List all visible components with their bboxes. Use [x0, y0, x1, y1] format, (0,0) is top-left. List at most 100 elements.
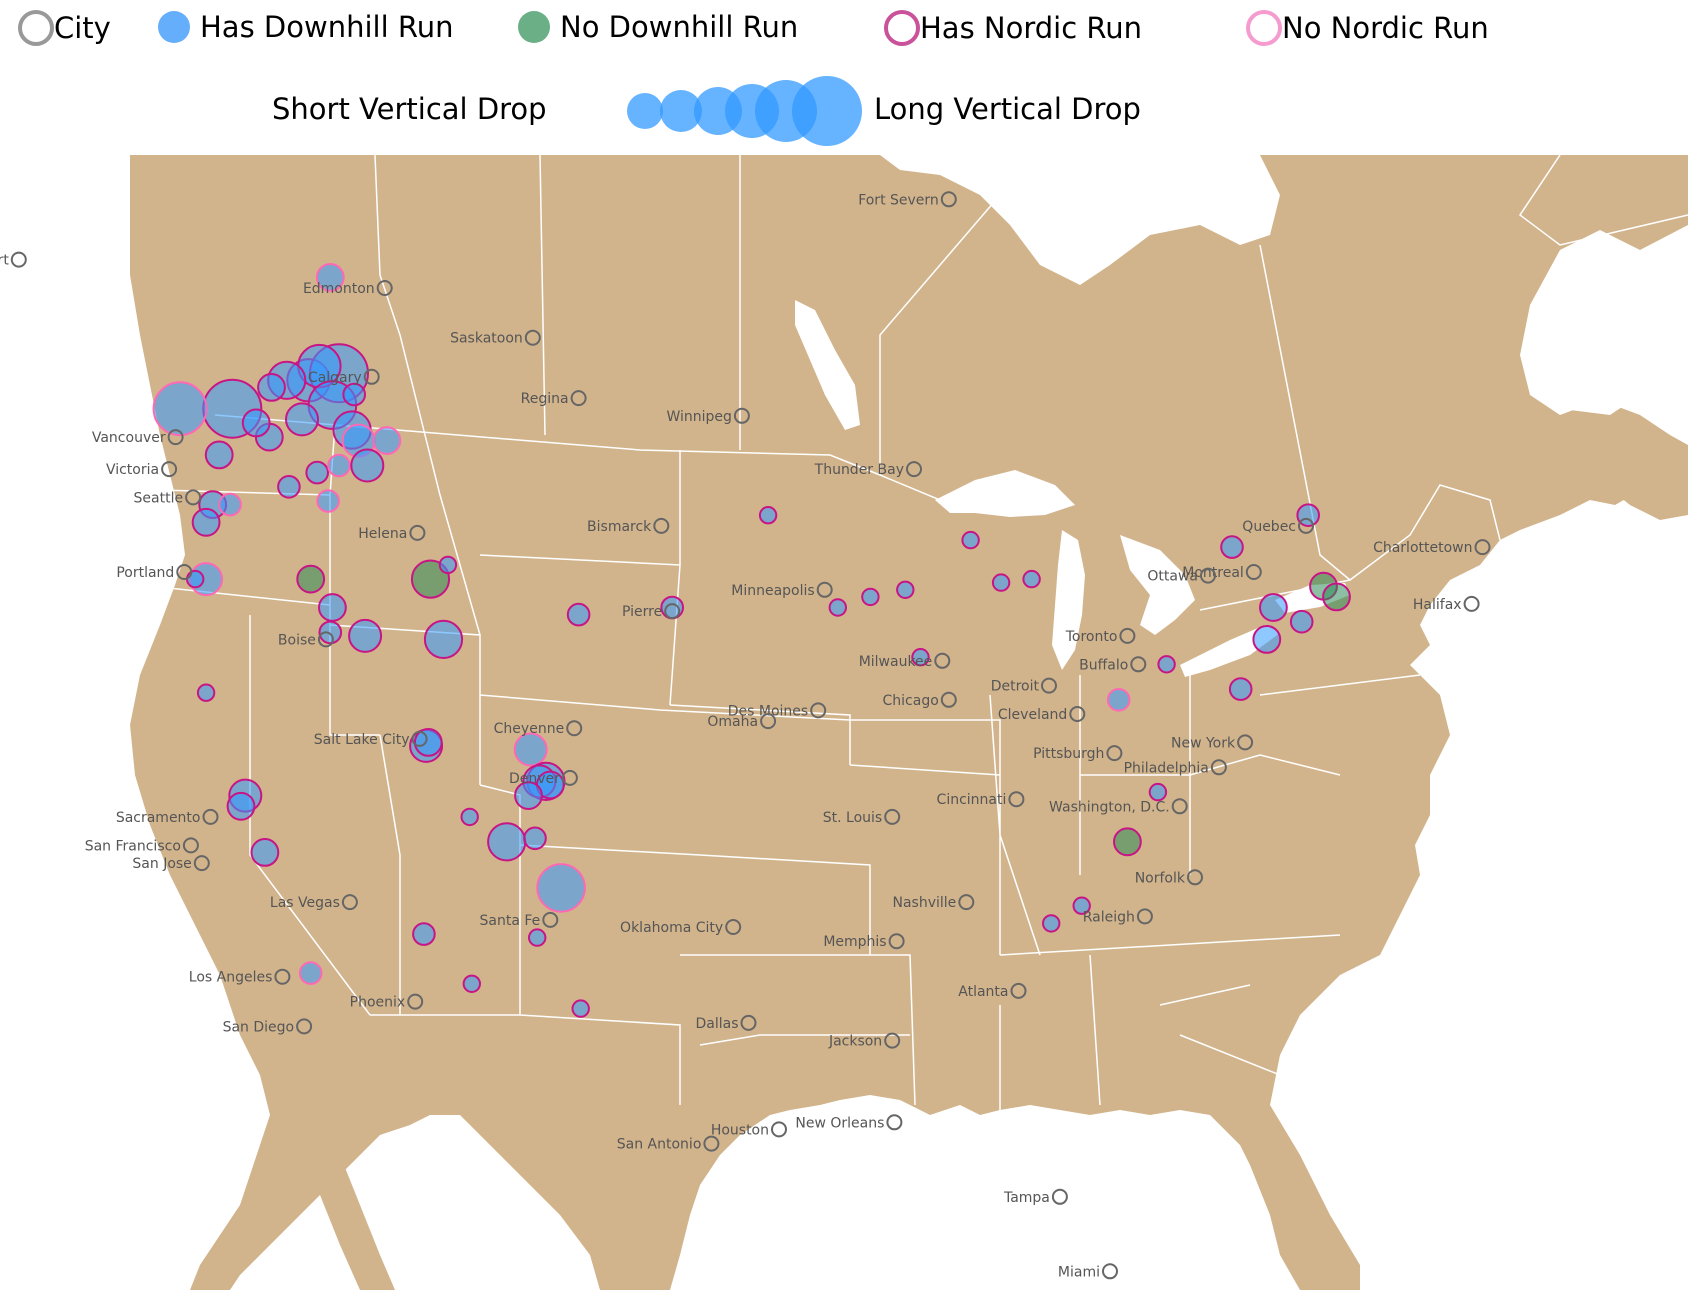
city-marker[interactable]: Edmonton — [303, 280, 393, 297]
city-marker[interactable]: Pierre — [622, 603, 681, 620]
resort-marker[interactable] — [316, 489, 340, 513]
city-marker[interactable]: Regina — [521, 390, 587, 407]
city-marker[interactable]: San Diego — [223, 1018, 313, 1035]
resort-marker[interactable] — [1259, 593, 1288, 622]
resort-marker[interactable] — [828, 598, 847, 617]
resort-marker[interactable] — [566, 602, 591, 627]
resort-marker[interactable] — [1289, 609, 1314, 634]
city-marker[interactable]: Tampa — [1003, 1188, 1068, 1206]
resort-marker[interactable] — [896, 580, 915, 599]
city-marker[interactable]: Seattle — [134, 489, 202, 506]
city-marker[interactable]: Phoenix — [350, 993, 424, 1011]
resort-marker[interactable] — [410, 559, 451, 599]
city-marker[interactable]: Charlottetown — [1373, 539, 1491, 556]
legend-item-has-downhill[interactable]: Has Downhill Run — [158, 10, 453, 44]
city-marker[interactable]: Dallas — [695, 1014, 757, 1032]
city-marker[interactable]: Victoria — [106, 461, 178, 478]
city-marker[interactable]: Helena — [358, 524, 426, 542]
resort-marker[interactable] — [487, 822, 527, 862]
city-marker[interactable]: Pittsburgh — [1033, 745, 1123, 762]
resort-marker[interactable] — [318, 593, 347, 622]
resort-marker[interactable] — [186, 569, 205, 589]
city-marker[interactable]: Saskatoon — [450, 329, 541, 347]
resort-marker[interactable] — [1072, 896, 1091, 915]
resort-marker[interactable] — [241, 408, 271, 438]
resort-marker[interactable] — [1106, 688, 1131, 712]
resort-marker[interactable] — [961, 530, 980, 550]
resort-marker[interactable] — [152, 381, 208, 437]
resort-marker[interactable] — [1042, 914, 1061, 933]
city-marker[interactable]: Raleigh — [1083, 908, 1153, 925]
resort-marker[interactable] — [348, 618, 383, 653]
resort-marker[interactable] — [528, 928, 547, 947]
resort-marker[interactable] — [991, 573, 1011, 592]
resort-marker[interactable] — [298, 961, 323, 985]
resort-marker[interactable] — [523, 826, 547, 851]
city-marker[interactable]: Las Vegas — [270, 894, 358, 911]
city-marker[interactable]: Omaha — [707, 713, 777, 730]
city-marker[interactable]: New Orleans — [795, 1114, 903, 1131]
resort-marker[interactable] — [438, 555, 458, 575]
resort-marker[interactable] — [1113, 827, 1142, 857]
resort-marker[interactable] — [372, 426, 402, 456]
city-marker[interactable]: Denver — [509, 769, 578, 787]
resort-marker[interactable] — [861, 587, 880, 607]
resort-marker[interactable] — [660, 595, 685, 620]
city-marker[interactable]: Vancouver — [92, 429, 184, 446]
city-marker[interactable]: Bismarck — [587, 517, 670, 535]
resort-marker[interactable] — [462, 974, 481, 993]
city-marker[interactable]: Sacramento — [116, 808, 219, 826]
resort-marker[interactable] — [1252, 625, 1282, 654]
city-marker[interactable]: San Antonio — [617, 1135, 720, 1153]
map[interactable]: Prince RupertChurchillFort SevernEdmonto… — [0, 155, 1688, 1290]
resort-marker[interactable] — [1220, 535, 1244, 559]
city-marker[interactable]: San Jose — [132, 855, 210, 872]
city-marker[interactable]: San Francisco — [85, 837, 199, 854]
resort-marker[interactable] — [413, 728, 443, 757]
resort-marker[interactable] — [514, 781, 543, 810]
city-marker[interactable]: Detroit — [991, 677, 1057, 695]
resort-marker[interactable] — [277, 475, 301, 499]
city-marker[interactable]: Fort Severn — [858, 191, 957, 208]
legend-item-no-downhill[interactable]: No Downhill Run — [518, 10, 798, 44]
resort-marker[interactable] — [1157, 655, 1176, 674]
resort-marker[interactable] — [296, 564, 326, 594]
resort-marker[interactable] — [1322, 582, 1351, 612]
resort-marker[interactable] — [204, 440, 234, 470]
city-marker[interactable]: Cleveland — [998, 706, 1086, 723]
city-marker[interactable]: Salt Lake City — [314, 730, 428, 748]
city-marker[interactable]: Buffalo — [1079, 656, 1147, 673]
resort-marker[interactable] — [342, 382, 367, 407]
resort-marker[interactable] — [191, 507, 221, 537]
resort-marker[interactable] — [460, 807, 479, 827]
city-marker[interactable]: New York — [1171, 734, 1254, 751]
resort-marker[interactable] — [196, 683, 216, 702]
resort-marker[interactable] — [305, 460, 330, 485]
city-marker[interactable]: Jackson — [828, 1032, 901, 1050]
resort-marker[interactable] — [285, 402, 319, 437]
resort-marker[interactable] — [327, 453, 351, 478]
city-marker[interactable]: Montreal — [1182, 564, 1262, 581]
resort-marker[interactable] — [758, 506, 778, 525]
city-marker[interactable]: Halifax — [1413, 595, 1480, 613]
resort-marker[interactable] — [1228, 677, 1253, 701]
city-marker[interactable]: Washington, D.C. — [1049, 798, 1188, 815]
resort-marker[interactable] — [350, 448, 385, 483]
city-marker[interactable]: Miami — [1058, 1263, 1118, 1280]
resort-marker[interactable] — [1022, 569, 1041, 589]
city-marker[interactable]: Los Angeles — [189, 968, 291, 986]
resort-marker[interactable] — [257, 373, 286, 402]
city-marker[interactable]: Chicago — [883, 691, 957, 709]
city-marker[interactable]: Portland — [116, 564, 193, 581]
city-marker[interactable]: Milwaukee — [859, 652, 951, 670]
city-marker[interactable]: Minneapolis — [731, 581, 833, 599]
city-marker[interactable]: Prince Rupert — [0, 251, 27, 269]
resort-marker[interactable] — [1148, 782, 1168, 802]
city-marker[interactable]: Thunder Bay — [814, 461, 922, 478]
legend-item-city[interactable]: City — [18, 10, 111, 46]
map-canvas[interactable]: Prince RupertChurchillFort SevernEdmonto… — [0, 155, 1688, 1290]
legend-item-no-nordic[interactable]: No Nordic Run — [1246, 10, 1489, 46]
city-marker[interactable]: Boise — [278, 631, 334, 648]
legend-item-has-nordic[interactable]: Has Nordic Run — [884, 10, 1142, 46]
city-marker[interactable]: Cincinnati — [937, 791, 1025, 808]
